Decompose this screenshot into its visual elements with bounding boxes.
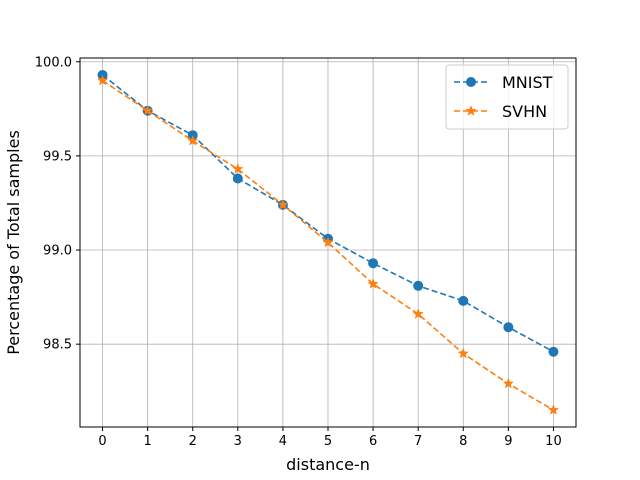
x-tick-label: 3 (234, 434, 242, 449)
data-point-svhn (96, 74, 109, 86)
x-tick-label: 9 (504, 434, 512, 449)
x-tick-label: 0 (98, 434, 106, 449)
legend-item-mnist: MNIST (454, 73, 553, 92)
x-tick-label: 5 (324, 434, 332, 449)
data-point-mnist (413, 280, 424, 291)
data-point-svhn (232, 163, 244, 174)
data-point-mnist (503, 322, 514, 333)
y-tick-label: 99.0 (43, 244, 72, 259)
data-point-mnist (368, 258, 379, 269)
x-tick-label: 10 (545, 434, 562, 449)
series-mnist (97, 69, 559, 357)
series-group (96, 69, 560, 415)
data-point-svhn (277, 198, 289, 210)
x-axis-label: distance-n (286, 455, 370, 474)
legend-marker (465, 105, 477, 116)
y-tick-label: 98.5 (43, 338, 72, 353)
data-point-svhn (502, 377, 514, 389)
legend-box (445, 64, 569, 130)
series-svhn (96, 74, 560, 415)
data-point-svhn (412, 308, 424, 319)
data-point-mnist (232, 173, 243, 184)
legend-item-svhn: SVHN (454, 102, 547, 121)
data-point-svhn (547, 404, 560, 415)
data-point-svhn (142, 104, 154, 116)
x-tick-label: 6 (369, 434, 377, 449)
y-tick-label: 100.0 (35, 55, 72, 70)
x-tick-label: 2 (189, 434, 197, 449)
x-tick-label: 1 (143, 434, 151, 449)
x-tick-label: 8 (459, 434, 467, 449)
axis-ticks: 0 1 2 3 4 5 6 7 8 9 10 98.5 99.0 99.5 100.0 (35, 55, 562, 449)
data-point-svhn (187, 134, 199, 146)
y-tick-label: 99.5 (43, 149, 72, 164)
series-line-svhn (102, 79, 554, 411)
legend-label: MNIST (502, 73, 553, 92)
legend-label: SVHN (502, 102, 547, 121)
data-point-mnist (458, 295, 469, 306)
data-point-svhn (457, 347, 469, 359)
x-tick-label: 4 (279, 434, 287, 449)
x-tick-label: 7 (414, 434, 422, 449)
legend: MNIST SVHN (445, 64, 569, 130)
data-point-svhn (367, 278, 379, 289)
y-axis-label: Percentage of Total samples (4, 130, 23, 355)
data-point-mnist (548, 346, 559, 357)
data-point-svhn (322, 236, 334, 248)
legend-marker (466, 77, 476, 87)
